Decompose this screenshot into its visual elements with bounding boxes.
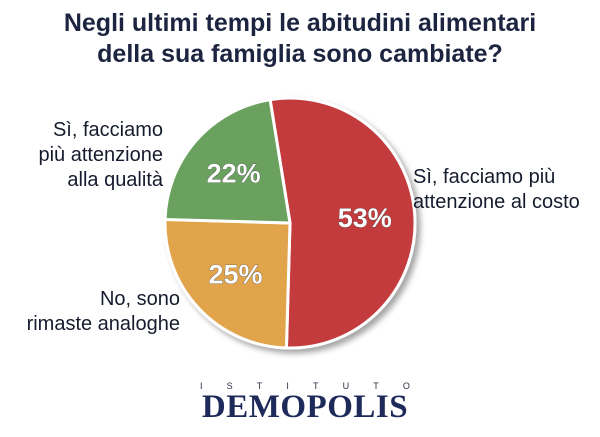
label-analoghe-line2: rimaste analoghe	[26, 313, 180, 335]
pie-slice-value-label: 22%	[207, 159, 261, 189]
logo-istituto-letter: I	[200, 381, 203, 391]
pie-slice	[163, 217, 292, 350]
logo-istituto: I S T I T U T O	[200, 381, 410, 391]
logo-istituto-letter: O	[402, 381, 410, 391]
pie-slice-value-label: 53%	[338, 203, 392, 233]
label-qualita: Sì, facciamo più attenzione alla qualità	[30, 118, 163, 193]
pie-slice	[163, 97, 292, 225]
logo-istituto-letter: T	[313, 381, 319, 391]
logo-istituto-letter: U	[342, 381, 350, 391]
logo-istituto-letter: T	[256, 381, 263, 391]
logo-istituto-letter: T	[373, 381, 379, 391]
logo-istituto-letter: S	[226, 381, 233, 391]
pie-slice	[268, 96, 417, 350]
chart-title-line2: della sua famiglia sono cambiate?	[97, 40, 503, 68]
pie-slice-value-label: 25%	[208, 260, 262, 290]
label-costo-line2: attenzione al costo	[413, 191, 580, 213]
demopolis-logo: DEMOPOLIS	[201, 389, 409, 425]
chart-title: Negli ultimi tempi le abitudini alimenta…	[0, 8, 600, 70]
label-analoghe-line1: No, sono	[99, 288, 180, 310]
logo-istituto-letter: I	[286, 381, 289, 391]
label-costo: Sì, facciamo più attenzione al costo	[413, 165, 580, 215]
label-qualita-line2: più attenzione	[38, 144, 163, 166]
label-qualita-line1: Sì, facciamo	[52, 119, 163, 141]
label-costo-line1: Sì, facciamo più	[413, 166, 556, 188]
chart-title-line1: Negli ultimi tempi le abitudini alimenta…	[63, 9, 537, 37]
label-analoghe: No, sono rimaste analoghe	[20, 287, 180, 337]
label-qualita-line3: alla qualità	[67, 169, 163, 191]
